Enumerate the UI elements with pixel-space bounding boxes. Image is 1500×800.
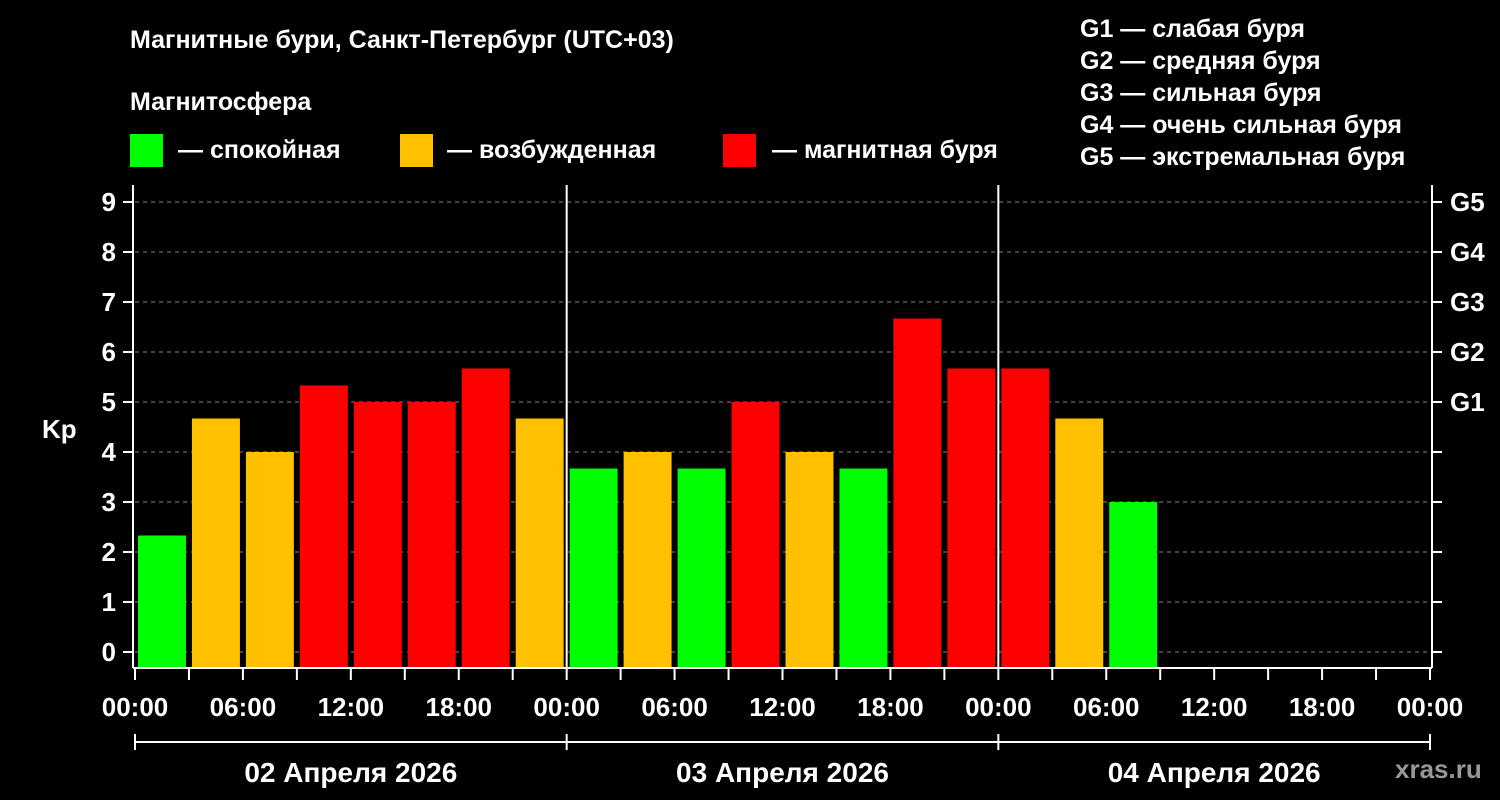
kp-bar — [299, 385, 348, 668]
g-scale-label: G4 — [1450, 237, 1485, 267]
kp-bar — [947, 368, 996, 668]
storm-scale-item: G1 — слабая буря — [1080, 15, 1305, 43]
y-tick-label: 9 — [102, 187, 116, 217]
kp-bar — [677, 468, 726, 668]
x-tick-label: 06:00 — [641, 692, 708, 722]
kp-bar — [569, 468, 618, 668]
storm-scale-item: G5 — экстремальная буря — [1080, 143, 1405, 171]
y-tick-label: 6 — [102, 337, 116, 367]
storm-scale-item: G4 — очень сильная буря — [1080, 111, 1402, 139]
storm-scale-item: G2 — средняя буря — [1080, 47, 1321, 75]
storm-scale-item: G3 — сильная буря — [1080, 79, 1322, 107]
legend-label: — спокойная — [178, 136, 341, 164]
kp-bar — [1001, 368, 1050, 668]
chart-title: Магнитные бури, Санкт-Петербург (UTC+03) — [130, 26, 674, 54]
day-label: 02 Апреля 2026 — [244, 757, 457, 788]
day-label: 04 Апреля 2026 — [1108, 757, 1321, 788]
kp-bar — [785, 452, 834, 668]
kp-bar — [191, 418, 240, 668]
legend-swatch — [400, 134, 433, 167]
legend-swatch — [723, 134, 756, 167]
kp-bar — [1055, 418, 1104, 668]
x-tick-label: 00:00 — [965, 692, 1032, 722]
bars — [138, 318, 1158, 668]
kp-bar — [731, 402, 780, 668]
g-scale-label: G1 — [1450, 387, 1485, 417]
legend-title: Магнитосфера — [130, 88, 312, 116]
kp-bar — [407, 402, 456, 668]
legend-label: — магнитная буря — [772, 136, 998, 164]
legend-label: — возбужденная — [447, 136, 656, 164]
x-tick-label: 00:00 — [533, 692, 600, 722]
x-tick-label: 18:00 — [857, 692, 924, 722]
kp-bar — [353, 402, 402, 668]
g-scale-label: G2 — [1450, 337, 1485, 367]
y-tick-label: 3 — [102, 487, 116, 517]
x-tick-label: 12:00 — [1181, 692, 1248, 722]
y-axis-label: Kp — [42, 414, 77, 444]
y-tick-label: 4 — [102, 437, 117, 467]
y-tick-label: 7 — [102, 287, 116, 317]
x-tick-label: 00:00 — [1397, 692, 1464, 722]
x-tick-label: 06:00 — [1073, 692, 1140, 722]
legend-swatch — [130, 134, 163, 167]
g-scale-label: G5 — [1450, 187, 1485, 217]
kp-bar — [138, 535, 186, 668]
axes: 0 1 2 3 4 5 6 7 8 9 G1 G2 G3 G4 G5 00:00 06:00 12:00 18:00… — [102, 185, 1485, 788]
x-tick-label: 12:00 — [318, 692, 385, 722]
kp-bar — [893, 318, 942, 668]
x-tick-label: 18:00 — [426, 692, 493, 722]
x-tick-label: 00:00 — [102, 692, 169, 722]
y-tick-label: 1 — [102, 587, 116, 617]
kp-bar — [623, 452, 672, 668]
y-tick-label: 5 — [102, 387, 116, 417]
kp-bar — [461, 368, 510, 668]
kp-bar — [1109, 502, 1158, 668]
kp-bar — [515, 418, 564, 668]
kp-bar — [245, 452, 294, 668]
watermark: xras.ru — [1395, 754, 1482, 784]
kp-bar — [839, 468, 888, 668]
y-tick-label: 8 — [102, 237, 116, 267]
x-tick-label: 18:00 — [1289, 692, 1356, 722]
y-tick-label: 2 — [102, 537, 116, 567]
y-tick-label: 0 — [102, 637, 116, 667]
day-label: 03 Апреля 2026 — [676, 757, 889, 788]
legend: — спокойная — возбужденная — магнитная бур… — [130, 134, 998, 167]
g-scale-label: G3 — [1450, 287, 1485, 317]
storm-scale-legend: G1 — слабая буря G2 — средняя буря G3 — си… — [1080, 15, 1405, 171]
x-tick-label: 06:00 — [210, 692, 277, 722]
x-tick-label: 12:00 — [749, 692, 816, 722]
